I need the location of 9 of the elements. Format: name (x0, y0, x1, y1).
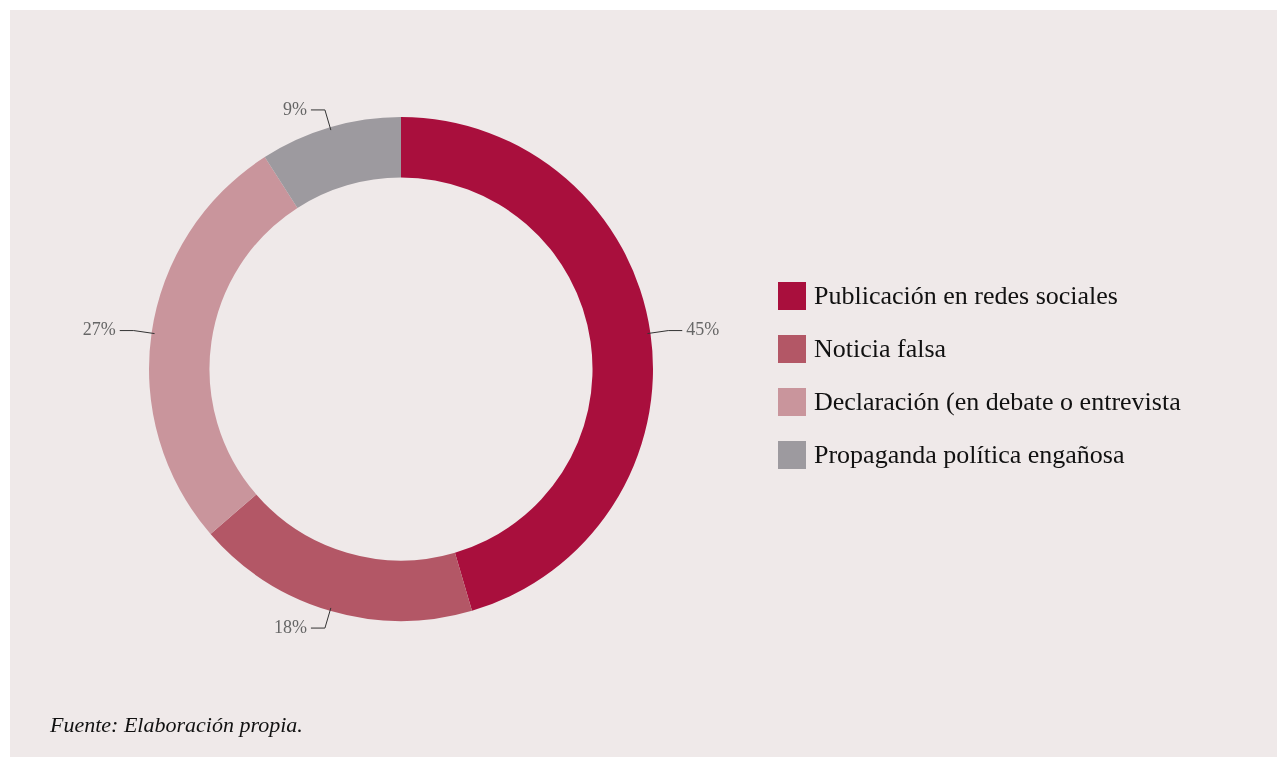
data-label: 18% (273, 616, 307, 637)
source-note: Fuente: Elaboración propia. (50, 712, 303, 738)
data-label: 45% (686, 319, 720, 340)
legend-label: Declaración (en debate o entrevista (814, 386, 1181, 418)
data-label: 27% (82, 319, 116, 340)
legend-label: Propaganda política engañosa (814, 439, 1125, 471)
legend-label: Noticia falsa (814, 333, 947, 365)
data-label: 9% (282, 98, 307, 119)
legend-label: Publicación en redes sociales (814, 280, 1118, 312)
